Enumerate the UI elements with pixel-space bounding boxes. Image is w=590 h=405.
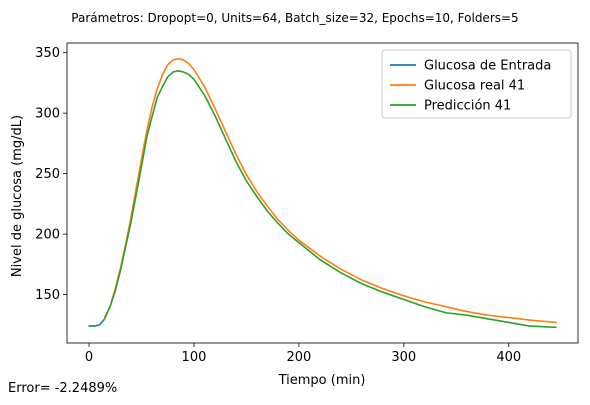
- chart-suptitle: Parámetros: Dropopt=0, Units=64, Batch_s…: [71, 11, 518, 25]
- x-axis-label: Tiempo (min): [278, 373, 366, 388]
- legend-label: Predicción 41: [424, 99, 511, 114]
- x-tick-label: 400: [496, 350, 521, 365]
- y-tick-label: 350: [35, 46, 60, 61]
- legend-label: Glucosa real 41: [424, 79, 525, 94]
- error-text: Error= -2.2489%: [8, 381, 117, 396]
- x-tick-label: 0: [85, 350, 93, 365]
- legend-label: Glucosa de Entrada: [424, 59, 551, 74]
- y-axis-label: Nivel de glucosa (mg/dL): [10, 115, 25, 277]
- y-tick-label: 150: [35, 288, 60, 303]
- series-line-0: [88, 318, 106, 327]
- series-line-2: [103, 70, 557, 329]
- y-tick-label: 200: [35, 228, 60, 243]
- legend-box: [381, 49, 572, 119]
- x-tick-label: 100: [182, 350, 207, 365]
- x-tick-label: 300: [391, 350, 416, 365]
- y-tick-label: 250: [35, 167, 60, 182]
- series-line-1: [103, 57, 557, 324]
- x-tick-label: 200: [286, 350, 311, 365]
- y-tick-label: 300: [35, 107, 60, 122]
- plot-frame: [66, 42, 579, 344]
- legend: Glucosa de Entrada Glucosa real 41 Predicc…: [381, 49, 572, 119]
